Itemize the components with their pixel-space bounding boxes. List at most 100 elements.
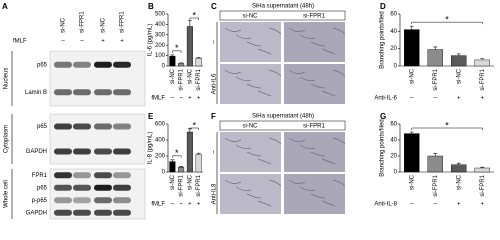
bar (195, 154, 202, 173)
bar (427, 155, 443, 173)
x-tick-label: si-NC (187, 68, 193, 84)
error-bar (179, 166, 184, 168)
cell-tube (321, 158, 336, 165)
group-label: Anti-IL-6 (374, 96, 397, 102)
band-label: p65 (37, 62, 48, 68)
x-tick-label: si-NC (456, 174, 462, 190)
micrograph (220, 132, 281, 172)
significance-bracket (172, 50, 182, 53)
group-value: – (410, 96, 414, 102)
band-label: GAPDH (26, 210, 47, 216)
y-tick-label: 400 (155, 138, 166, 144)
panel-letter: A (2, 2, 8, 11)
error-bar (187, 19, 192, 27)
x-tick-label: si-NC (170, 68, 176, 84)
blot-frame (49, 50, 146, 107)
group-value: + (480, 202, 484, 208)
band (94, 184, 112, 191)
y-tick-label: 40 (390, 138, 397, 144)
band (94, 61, 112, 68)
lane-name: si-NC (101, 17, 107, 33)
panel-letter: F (211, 112, 216, 121)
cell-tube (246, 83, 262, 89)
group-value: + (457, 202, 461, 208)
band-label: p65 (37, 185, 48, 191)
y-axis-label: Branching points/filed (380, 11, 386, 68)
error-bar (433, 153, 438, 156)
group-value: + (188, 96, 192, 102)
error-bar (456, 162, 461, 165)
x-tick-label: si-NC (409, 68, 415, 84)
error-bar (196, 152, 201, 155)
cell-tube (310, 151, 326, 157)
micrograph (220, 174, 281, 214)
x-tick-label: si-FPR1 (480, 68, 486, 90)
y-tick-label: 20 (390, 46, 397, 52)
panel-letter: G (380, 112, 386, 121)
lane-treatment: + (120, 39, 124, 45)
panel-letter: D (380, 2, 386, 11)
band-label: FPR1 (32, 173, 48, 179)
band (54, 123, 72, 130)
y-tick-label: 60 (390, 122, 397, 128)
x-tick-label: si-NC (170, 174, 176, 190)
row-label: Anti-IL8 (212, 183, 218, 204)
bar (169, 55, 176, 67)
band (113, 172, 131, 179)
cell-tube (299, 144, 316, 149)
band (73, 123, 91, 130)
cell-tube (321, 90, 336, 97)
row-label: Anti-IL6 (212, 73, 218, 94)
cell-tube (288, 137, 306, 142)
band (113, 61, 131, 68)
group-value: + (197, 96, 201, 102)
cell-tube (310, 83, 326, 89)
band-label: p-p65 (32, 198, 48, 204)
x-tick-label: si-FPR1 (196, 68, 202, 90)
error-bar (456, 53, 461, 56)
cell-tube (224, 27, 242, 32)
cell-tube (235, 186, 252, 191)
error-bar (179, 62, 184, 64)
significance-bracket (411, 127, 483, 130)
significance-mark: * (445, 15, 449, 25)
band (94, 197, 112, 204)
cell-tube (321, 200, 336, 207)
y-tick-label: 300 (155, 32, 166, 38)
cell-tube (299, 186, 316, 191)
group-value: – (171, 202, 175, 208)
cell-tube (257, 48, 272, 55)
band (54, 89, 72, 96)
lane-name: si-FPR1 (120, 11, 126, 33)
y-tick-label: 0 (162, 170, 166, 176)
significance-bracket (189, 127, 199, 130)
error-bar (409, 25, 414, 30)
cell-tube (268, 179, 282, 187)
y-tick-label: 40 (390, 29, 397, 35)
group-value: + (480, 96, 484, 102)
micrograph (284, 64, 345, 104)
header-box (219, 120, 346, 131)
band (94, 148, 112, 155)
band (94, 123, 112, 130)
significance-bracket (411, 21, 483, 25)
bar (427, 49, 443, 67)
band-label: Lamin B (25, 90, 47, 96)
band (54, 197, 72, 204)
group-value: – (410, 202, 414, 208)
image-title: SiHa supernatant (48h) (252, 4, 314, 10)
cell-tube (310, 193, 326, 199)
lane-treatment: + (101, 39, 105, 45)
cell-tube (235, 144, 252, 149)
band (94, 89, 112, 96)
significance-bracket (189, 17, 199, 20)
header-box (219, 10, 346, 21)
blot-frame (49, 113, 146, 165)
error-bar (170, 159, 175, 162)
y-tick-label: 0 (394, 170, 398, 176)
cell-tube (332, 179, 346, 187)
error-bar (196, 57, 201, 59)
bar (474, 167, 490, 173)
